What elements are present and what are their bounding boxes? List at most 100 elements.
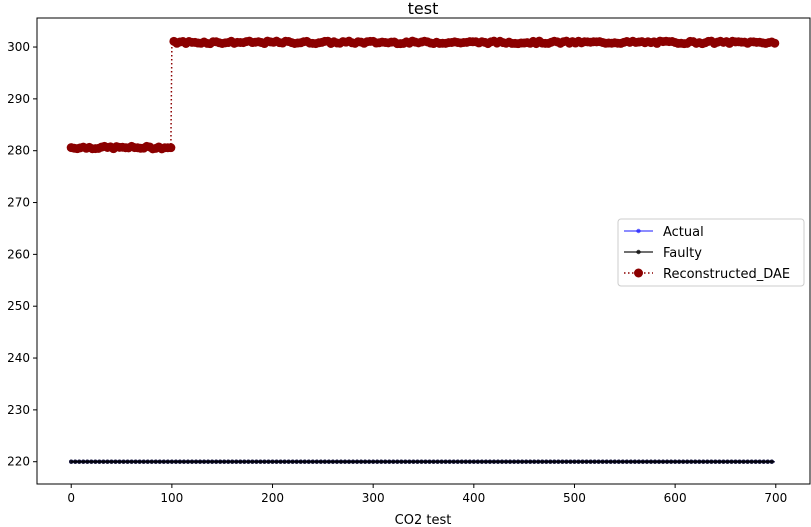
data-point <box>491 459 497 464</box>
data-point <box>157 459 162 464</box>
data-point <box>354 459 360 464</box>
data-point <box>435 459 440 464</box>
data-point <box>648 459 654 464</box>
legend-marker-actual <box>636 228 641 234</box>
data-point <box>330 459 336 464</box>
data-point <box>664 459 670 464</box>
data-point <box>310 459 315 464</box>
data-point <box>487 459 493 464</box>
data-point <box>358 459 364 464</box>
data-point <box>234 459 239 464</box>
data-point <box>644 459 650 464</box>
y-tick-label: 290 <box>7 92 30 106</box>
y-axis: 220 230 240 250 260 270 280 290 300 <box>7 40 37 469</box>
data-point <box>753 459 758 464</box>
data-point <box>709 459 714 464</box>
data-point <box>226 459 231 464</box>
data-point <box>274 459 279 464</box>
data-point <box>628 459 634 464</box>
data-point <box>238 459 243 464</box>
data-point <box>636 459 642 464</box>
data-point <box>121 459 126 464</box>
data-point <box>741 459 746 464</box>
data-point <box>680 459 686 464</box>
data-point <box>137 459 142 464</box>
data-point <box>676 459 682 464</box>
data-point <box>447 459 452 464</box>
data-point <box>250 459 255 464</box>
data-point <box>209 459 215 464</box>
data-point <box>770 38 780 48</box>
data-point <box>97 459 102 464</box>
data-point <box>576 459 581 464</box>
data-point <box>383 459 388 464</box>
legend-entry-reconstructed: Reconstructed_DAE <box>624 267 790 282</box>
data-point <box>73 459 78 464</box>
data-point <box>616 459 621 464</box>
chart-title: test <box>408 0 439 18</box>
plot-area <box>36 17 811 485</box>
x-tick-label: 400 <box>462 491 485 505</box>
data-point <box>495 459 501 464</box>
data-point <box>467 459 472 464</box>
data-point <box>201 459 207 464</box>
data-point <box>624 459 630 464</box>
data-point <box>185 459 191 464</box>
x-tick-label: 600 <box>664 491 687 505</box>
data-point <box>133 459 138 464</box>
data-point <box>572 459 577 464</box>
data-point <box>584 459 589 464</box>
data-point <box>499 459 505 464</box>
y-tick-label: 240 <box>7 351 30 365</box>
data-point <box>93 459 98 464</box>
data-point <box>395 459 400 464</box>
data-point <box>109 459 114 464</box>
x-tick-label: 500 <box>563 491 586 505</box>
data-point <box>149 459 154 464</box>
data-point <box>463 459 468 464</box>
legend: Actual Faulty Reconstructed_DAE <box>617 218 805 287</box>
data-point <box>193 459 199 464</box>
data-point <box>765 459 770 464</box>
data-point <box>737 459 742 464</box>
data-point <box>318 459 324 464</box>
x-axis: 0 100 200 300 400 500 600 700 <box>67 484 787 505</box>
legend-label-reconstructed: Reconstructed_DAE <box>663 267 790 282</box>
data-point <box>713 459 718 464</box>
plot-frame <box>36 17 811 485</box>
data-point <box>439 459 444 464</box>
data-point <box>523 459 529 464</box>
data-point <box>689 459 694 464</box>
data-point <box>568 459 573 464</box>
data-point <box>427 459 432 464</box>
data-point <box>403 459 408 464</box>
data-point <box>165 459 171 464</box>
x-tick-label: 0 <box>67 491 75 505</box>
y-tick-label: 250 <box>7 299 30 313</box>
data-point <box>105 459 110 464</box>
data-point <box>701 459 706 464</box>
data-point <box>334 459 340 464</box>
data-point <box>415 459 420 464</box>
data-point <box>548 459 553 464</box>
data-point <box>612 459 617 464</box>
data-point <box>177 459 183 464</box>
data-point <box>197 459 203 464</box>
data-point <box>161 459 167 464</box>
data-point <box>660 459 666 464</box>
legend-marker-faulty <box>636 249 641 255</box>
data-point <box>511 459 517 464</box>
data-point <box>342 459 348 464</box>
data-point <box>745 459 750 464</box>
data-point <box>717 459 722 464</box>
data-point <box>693 459 698 464</box>
data-point <box>769 459 774 464</box>
legend-marker-reconstructed <box>634 268 643 278</box>
data-point <box>757 459 762 464</box>
data-point <box>507 459 513 464</box>
data-point <box>721 459 726 464</box>
data-point <box>479 459 485 464</box>
data-point <box>125 459 130 464</box>
data-point <box>322 459 328 464</box>
data-point <box>544 459 549 464</box>
